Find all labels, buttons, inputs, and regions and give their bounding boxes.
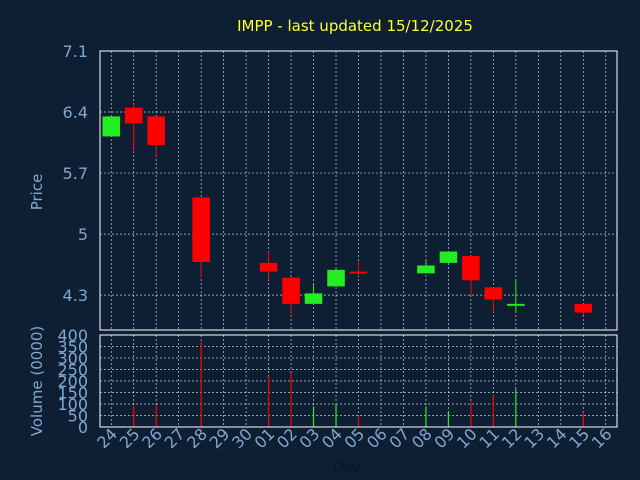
candle-01 [259, 251, 278, 280]
price-tick-label: 5 [78, 225, 88, 244]
volume-grid [100, 334, 617, 428]
price-axis-label: Price [28, 174, 46, 211]
volume-bar-25 [133, 406, 135, 427]
candle-10 [462, 255, 480, 296]
volume-bars [133, 341, 584, 427]
volume-bar-15 [582, 412, 584, 427]
volume-bar-03 [312, 406, 315, 427]
candle-body [304, 293, 323, 304]
candle-25 [124, 103, 143, 152]
volume-tick-label: 100 [57, 395, 88, 414]
volume-frame [99, 334, 618, 428]
candle-body [327, 269, 345, 287]
candle-03 [304, 284, 323, 304]
x-axis-label: Day [333, 460, 361, 476]
x-tick-labels: 2425262728293001020304050607080910111213… [93, 424, 615, 452]
volume-bar-12 [515, 389, 517, 427]
candle-body [102, 116, 121, 137]
price-tick-label: 4.3 [63, 286, 88, 305]
volume-bar-04 [335, 404, 337, 427]
price-tick-label: 6.4 [63, 103, 88, 122]
candle-04 [327, 268, 345, 287]
volume-bar-02 [290, 372, 292, 427]
volume-tick-label: 400 [57, 326, 88, 345]
x-tick-label: 16 [588, 424, 616, 452]
volume-tick-label: 0 [78, 418, 88, 437]
candle-24 [102, 116, 121, 137]
candle-28 [192, 197, 210, 278]
candle-body [574, 303, 593, 313]
volume-tick-label: 250 [57, 361, 88, 380]
candle-09 [439, 251, 458, 263]
volume-bar-01 [267, 376, 270, 427]
candle-body [484, 287, 503, 300]
volume-tick-label: 200 [57, 372, 88, 391]
candle-11 [484, 287, 503, 313]
chart-title: IMPP - last updated 15/12/2025 [237, 17, 473, 35]
price-frame [99, 50, 618, 331]
volume-tick-label: 150 [57, 384, 88, 403]
candle-15 [574, 303, 593, 316]
candle-12 [507, 280, 525, 313]
volume-bar-09 [447, 410, 450, 427]
volume-tick-label: 350 [57, 338, 88, 357]
candle-body [259, 262, 278, 272]
candle-body [417, 265, 435, 274]
volume-tick-label: 300 [57, 349, 88, 368]
volume-bar-08 [425, 406, 427, 427]
candle-body [462, 255, 480, 281]
candle-body [439, 251, 458, 263]
candle-body [349, 271, 368, 274]
volume-axis-label: Volume (0000) [28, 326, 46, 436]
price-panel: 7.1 6.4 5.7 5 4.3 [63, 42, 618, 331]
price-tick-label: 7.1 [63, 42, 88, 61]
volume-bar-05 [357, 415, 360, 427]
volume-bar-11 [492, 394, 494, 427]
volume-bar-28 [200, 341, 202, 427]
candle-08 [417, 260, 435, 274]
candle-body [507, 303, 525, 306]
volume-bar-26 [155, 405, 157, 427]
candles [102, 103, 593, 316]
volume-tick-label: 50 [68, 407, 88, 426]
candle-body [147, 116, 165, 146]
price-tick-label: 5.7 [63, 164, 88, 183]
candle-05 [349, 261, 368, 276]
candle-body [192, 197, 210, 262]
candle-26 [147, 116, 165, 158]
candle-body [282, 277, 300, 304]
price-y-ticks: 7.1 6.4 5.7 5 4.3 [63, 42, 88, 305]
candle-body [124, 107, 143, 124]
volume-bar-10 [470, 401, 472, 427]
candle-02 [282, 277, 300, 315]
